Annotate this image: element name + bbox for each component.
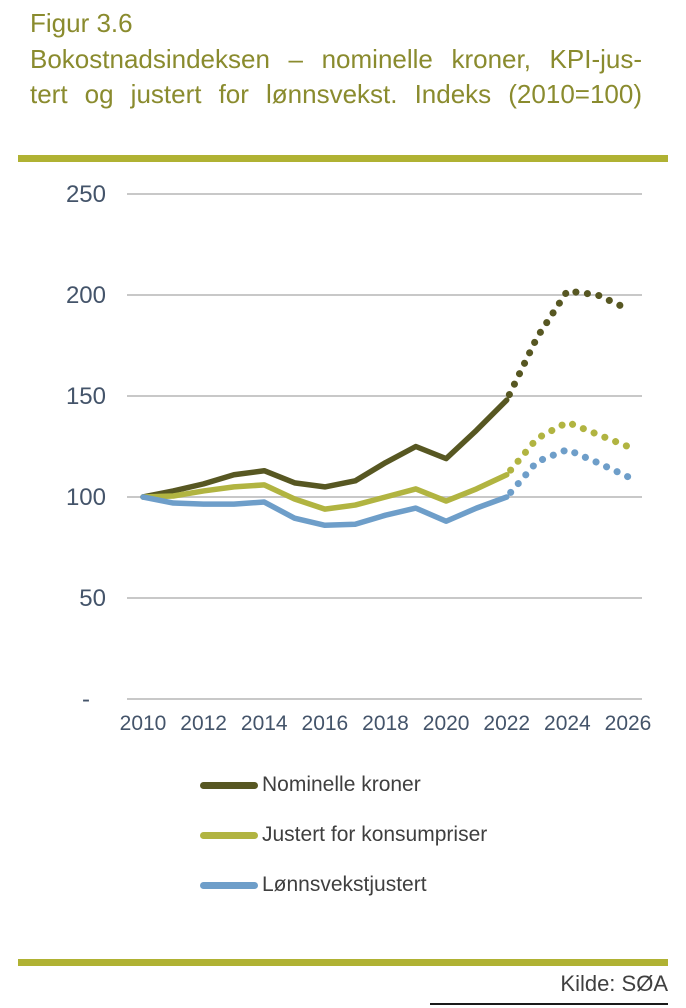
legend-item-lonnsvekstjustert: Lønnsvekstjustert (200, 860, 620, 910)
x-tick-label-2014: 2014 (241, 712, 288, 735)
bottom-divider-line (430, 1003, 668, 1005)
legend-swatch-nominelle-kroner (200, 781, 258, 789)
legend-swatch-justert-for-konsumpriser (200, 831, 258, 839)
x-tick-label-2016: 2016 (302, 712, 349, 735)
x-tick-label-2024: 2024 (544, 712, 591, 735)
legend-item-justert-for-konsumpriser: Justert for konsumpriser (200, 810, 620, 860)
figure-title: Bokostnadsindeksen – nominelle kroner, K… (30, 42, 642, 112)
legend-label-nominelle-kroner: Nominelle kroner (262, 773, 421, 796)
legend-item-nominelle-kroner: Nominelle kroner (200, 760, 620, 810)
x-axis-labels: 2010 2012 2014 2016 2018 2020 2022 2024 2026 (120, 712, 652, 735)
x-tick-label-2012: 2012 (180, 712, 227, 735)
source-credit: Kilde: SØA (560, 971, 668, 996)
accent-bar-top (18, 155, 668, 162)
accent-bar-bottom (18, 959, 668, 966)
legend-label-lonnsvekstjustert: Lønnsvekstjustert (262, 873, 427, 896)
gridlines (127, 193, 642, 700)
y-tick-label-200: 200 (66, 282, 106, 309)
series-forecast-dots-justert-for-konsumpriser (503, 418, 632, 479)
y-tick-label-0: - (82, 686, 90, 713)
y-tick-label-250: 250 (66, 181, 106, 208)
chart-legend: Nominelle kroner Justert for konsumprise… (200, 760, 620, 910)
series-line-l-nnsvekstjustert (140, 494, 510, 529)
figure-number: Figur 3.6 (30, 8, 133, 38)
legend-label-justert-for-konsumpriser: Justert for konsumpriser (262, 823, 488, 846)
y-axis-labels: 250 200 150 100 50 - (66, 181, 106, 713)
y-tick-label-50: 50 (79, 585, 106, 612)
legend-swatch-lonnsvekstjustert (200, 881, 258, 889)
figure-title-line1: Bokostnadsindeksen – nominelle kroner, K… (30, 44, 642, 74)
series-forecast-dots-nominelle-kroner (503, 287, 632, 404)
x-tick-label-2022: 2022 (483, 712, 530, 735)
x-tick-label-2018: 2018 (362, 712, 409, 735)
y-tick-label-100: 100 (66, 484, 106, 511)
figure-title-line2: tert og justert for lønnsvekst. Indeks (… (30, 79, 642, 109)
y-tick-label-150: 150 (66, 383, 106, 410)
x-tick-label-2010: 2010 (120, 712, 167, 735)
series-forecast-dots-l-nnsvekstjustert (503, 446, 632, 501)
series-line-justert-for-konsumpriser (140, 472, 510, 512)
x-tick-label-2020: 2020 (423, 712, 470, 735)
series-line-nominelle-kroner (140, 397, 510, 500)
x-tick-label-2026: 2026 (605, 712, 652, 735)
